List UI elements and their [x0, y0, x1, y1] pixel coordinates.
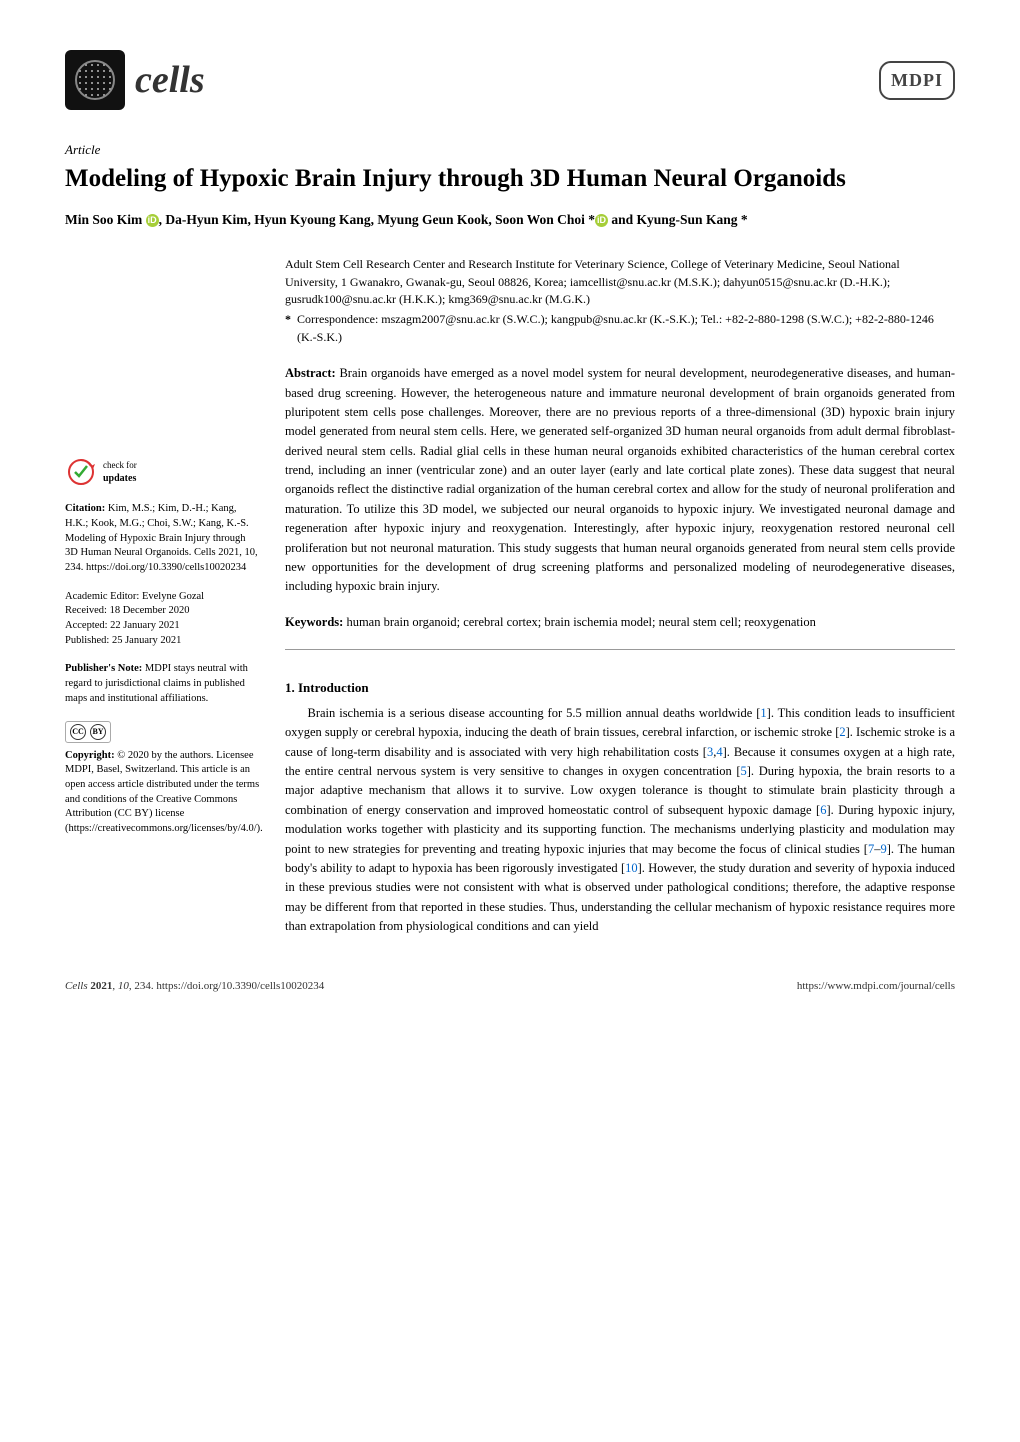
correspondence-star: *: [285, 311, 291, 346]
keywords: Keywords: human brain organoid; cerebral…: [285, 613, 955, 651]
intro-paragraph: Brain ischemia is a serious disease acco…: [285, 704, 955, 937]
footer-left: Cells 2021, 10, 234. https://doi.org/10.…: [65, 978, 324, 995]
keywords-text: human brain organoid; cerebral cortex; b…: [346, 615, 815, 629]
abstract: Abstract: Brain organoids have emerged a…: [285, 364, 955, 597]
correspondence: * Correspondence: mszagm2007@snu.ac.kr (…: [285, 311, 955, 346]
journal-logo-icon: [65, 50, 125, 110]
check-updates-label: check for updates: [103, 459, 137, 486]
two-column-layout: check for updates Citation: Kim, M.S.; K…: [65, 256, 955, 936]
check-updates[interactable]: check for updates: [65, 456, 260, 488]
publishers-note-label: Publisher's Note:: [65, 663, 142, 674]
publishers-note-block: Publisher's Note: MDPI stays neutral wit…: [65, 662, 260, 706]
abstract-label: Abstract:: [285, 366, 336, 380]
cc-badge: CC BY: [65, 721, 111, 743]
editorial-block: Academic Editor: Evelyne Gozal Received:…: [65, 590, 260, 649]
received-date: Received: 18 December 2020: [65, 604, 260, 619]
sidebar: check for updates Citation: Kim, M.S.; K…: [65, 256, 260, 936]
article-title: Modeling of Hypoxic Brain Injury through…: [65, 163, 955, 196]
main-column: Adult Stem Cell Research Center and Rese…: [285, 256, 955, 936]
copyright-text: © 2020 by the authors. Licensee MDPI, Ba…: [65, 750, 263, 834]
orcid-icon: iD: [146, 214, 159, 227]
citation-block: Citation: Kim, M.S.; Kim, D.-H.; Kang, H…: [65, 502, 260, 575]
article-type: Article: [65, 140, 955, 160]
check-updates-icon: [65, 456, 97, 488]
ref-link[interactable]: 10: [625, 861, 638, 875]
orcid-icon: iD: [595, 214, 608, 227]
header: cells MDPI: [65, 50, 955, 110]
footer-right: https://www.mdpi.com/journal/cells: [797, 978, 955, 995]
journal-logo: cells: [65, 50, 205, 110]
correspondence-text: Correspondence: mszagm2007@snu.ac.kr (S.…: [297, 311, 955, 346]
copyright-label: Copyright:: [65, 750, 115, 761]
license-block: CC BY Copyright: © 2020 by the authors. …: [65, 721, 260, 837]
published-date: Published: 25 January 2021: [65, 634, 260, 649]
affiliation: Adult Stem Cell Research Center and Rese…: [285, 256, 955, 308]
publisher-logo: MDPI: [879, 61, 955, 100]
accepted-date: Accepted: 22 January 2021: [65, 619, 260, 634]
footer: Cells 2021, 10, 234. https://doi.org/10.…: [65, 972, 955, 995]
section-heading: 1. Introduction: [285, 678, 955, 698]
journal-name: cells: [135, 52, 205, 109]
citation-label: Citation:: [65, 503, 105, 514]
by-icon: BY: [90, 724, 106, 740]
authors: Min Soo Kim iD, Da-Hyun Kim, Hyun Kyoung…: [65, 210, 955, 230]
academic-editor: Academic Editor: Evelyne Gozal: [65, 590, 260, 605]
cc-icon: CC: [70, 724, 86, 740]
keywords-label: Keywords:: [285, 615, 343, 629]
abstract-text: Brain organoids have emerged as a novel …: [285, 366, 955, 593]
